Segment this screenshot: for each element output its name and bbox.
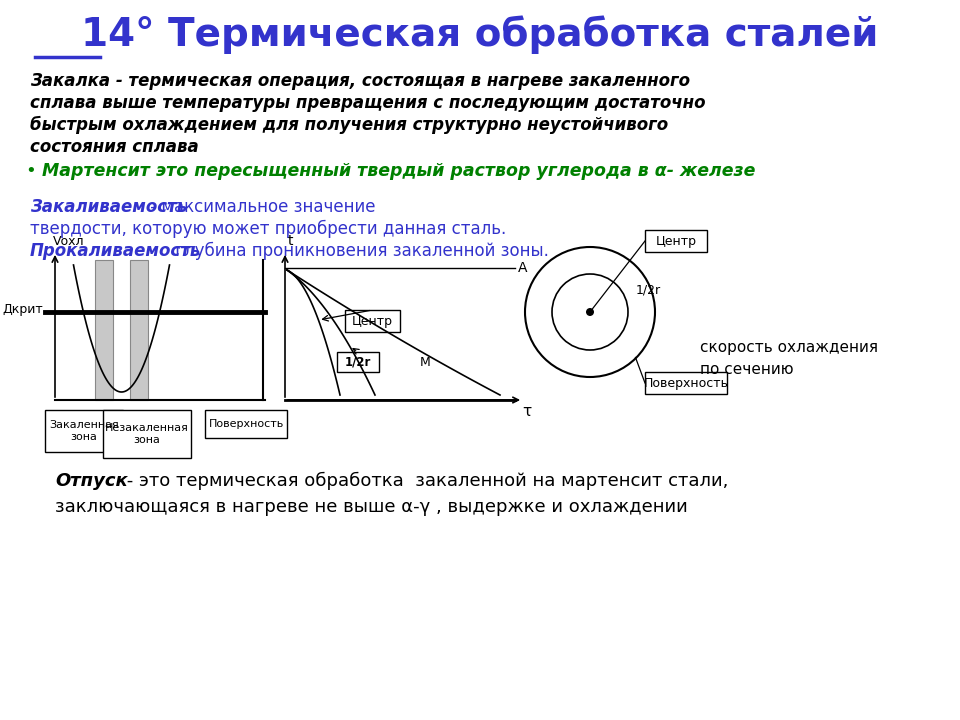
Text: скорость охлаждения: скорость охлаждения [700, 340, 878, 355]
Text: Поверхность: Поверхность [643, 377, 729, 390]
Text: 14° Термическая обработка сталей: 14° Термическая обработка сталей [82, 16, 878, 54]
Text: Закалка - термическая операция, состоящая в нагреве закаленного: Закалка - термическая операция, состояща… [30, 72, 690, 90]
Text: Закаливаемость: Закаливаемость [30, 198, 187, 216]
Text: Центр: Центр [352, 315, 393, 328]
Bar [645, 372, 727, 394]
Bar [130, 260, 148, 400]
Text: •: • [25, 162, 36, 180]
Text: A: A [518, 261, 527, 275]
Text: Дкрит: Дкрит [2, 304, 43, 317]
Bar [45, 410, 123, 452]
Text: 1/2r: 1/2r [345, 356, 372, 369]
Text: Vохл: Vохл [53, 235, 84, 248]
Text: глубина проникновения закаленной зоны.: глубина проникновения закаленной зоны. [170, 242, 549, 260]
Bar [103, 410, 191, 458]
Text: Центр: Центр [656, 235, 697, 248]
Text: Прокаливаемость: Прокаливаемость [30, 242, 202, 260]
Bar [95, 260, 113, 400]
Text: заключающаяся в нагреве не выше α-γ , выдержке и охлаждении: заключающаяся в нагреве не выше α-γ , вы… [55, 498, 687, 516]
Text: быстрым охлаждением для получения структурно неустойчивого: быстрым охлаждением для получения структ… [30, 116, 668, 134]
Bar [345, 310, 400, 332]
Text: M: M [420, 356, 431, 369]
Text: по сечению: по сечению [700, 362, 794, 377]
Text: t: t [288, 234, 294, 248]
Bar [645, 230, 707, 252]
Text: - максимальное значение: - максимальное значение [145, 198, 375, 216]
Text: Незакаленная
зона: Незакаленная зона [105, 423, 189, 445]
Text: Поверхность: Поверхность [208, 419, 283, 429]
Text: 1/2r: 1/2r [636, 284, 661, 297]
Text: Мартенсит это пересыщенный твердый раствор углерода в α- железе: Мартенсит это пересыщенный твердый раств… [42, 162, 756, 180]
Circle shape [586, 308, 594, 316]
Text: сплава выше температуры превращения с последующим достаточно: сплава выше температуры превращения с по… [30, 94, 706, 112]
Text: Отпуск: Отпуск [55, 472, 128, 490]
Text: - это термическая обработка  закаленной на мартенсит стали,: - это термическая обработка закаленной н… [121, 472, 729, 490]
Bar [337, 352, 379, 372]
Text: τ: τ [522, 404, 532, 419]
Text: состояния сплава: состояния сплава [30, 138, 199, 156]
Bar [205, 410, 287, 438]
Text: твердости, которую может приобрести данная сталь.: твердости, которую может приобрести данн… [30, 220, 506, 238]
Text: Закаленная
зона: Закаленная зона [49, 420, 119, 442]
